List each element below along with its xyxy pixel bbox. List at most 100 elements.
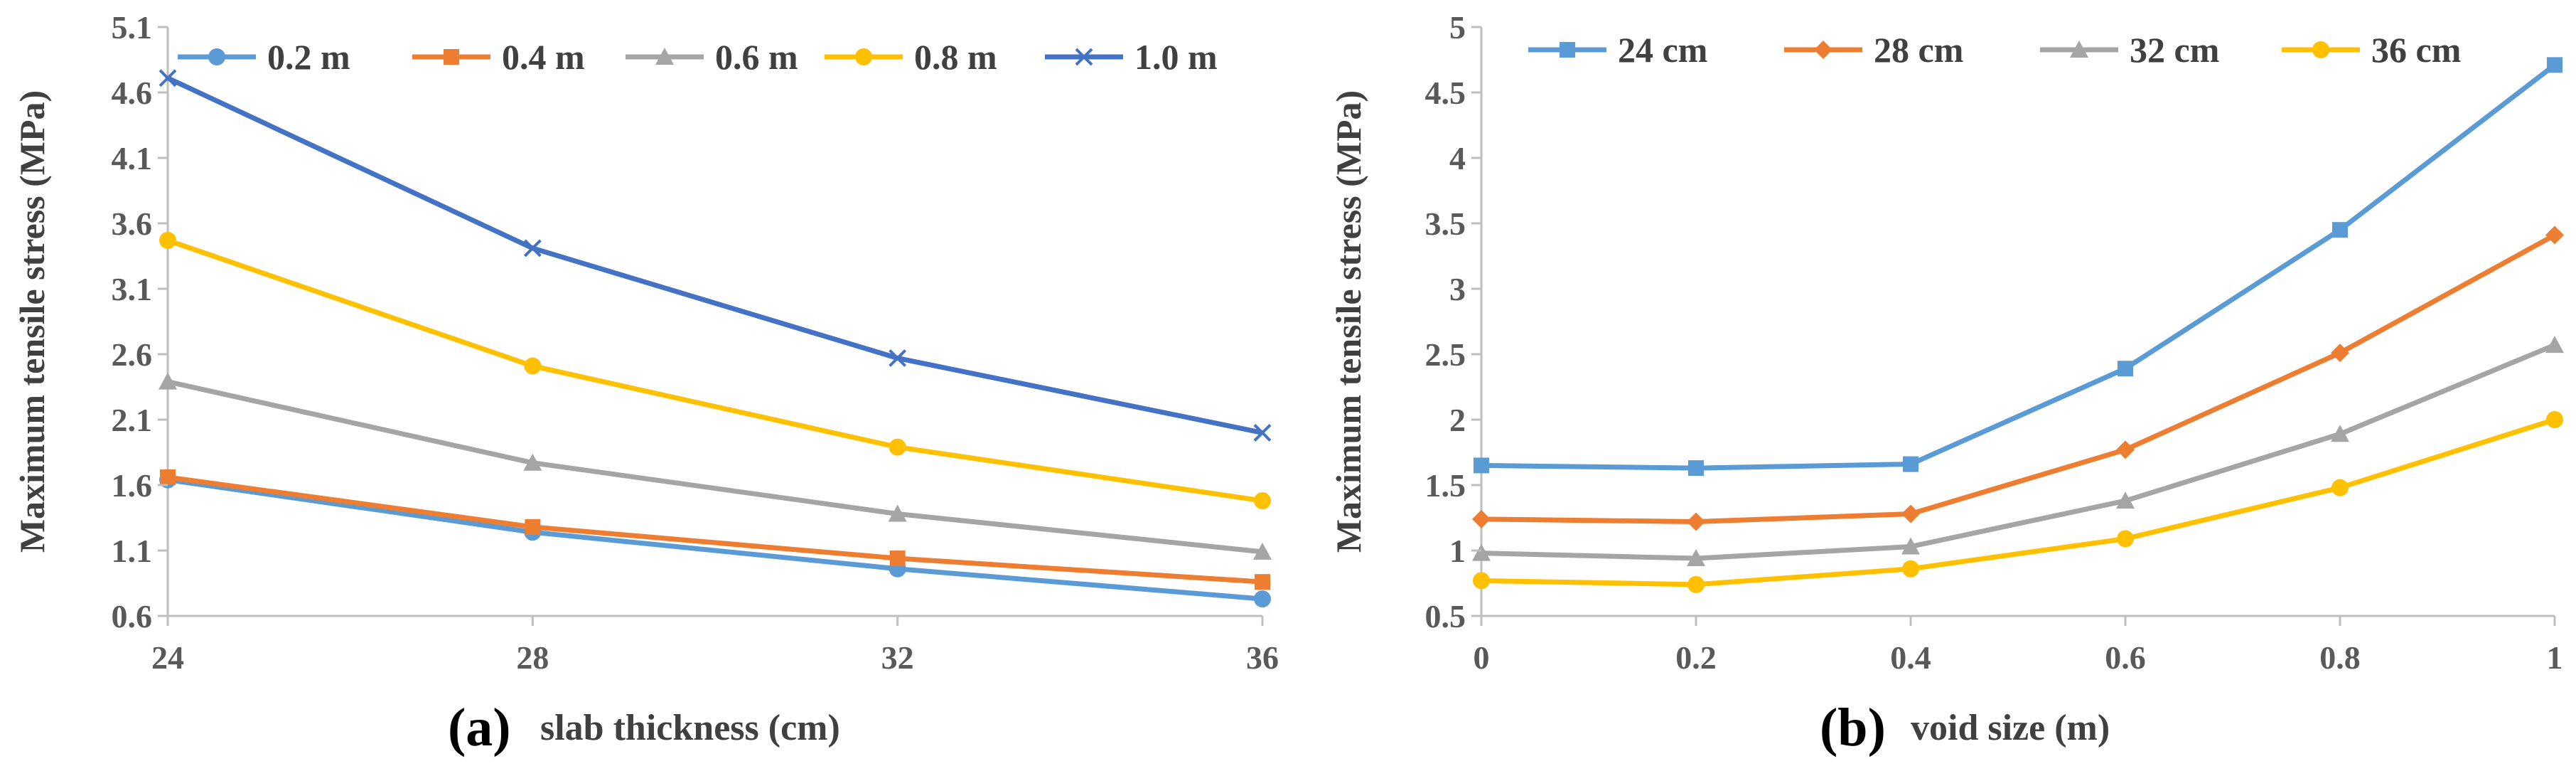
legend-label: 32 cm <box>2130 30 2219 70</box>
data-point <box>1473 572 1490 590</box>
data-point <box>2331 479 2349 496</box>
x-axis-title: slab thickness (cm) <box>540 708 840 748</box>
legend-marker <box>444 49 459 65</box>
series-layer <box>1472 57 2564 593</box>
data-point <box>1253 423 1272 442</box>
y-tick-label: 3 <box>1449 271 1466 307</box>
x-tick-label: 0.2 <box>1675 639 1717 676</box>
data-point <box>1255 574 1270 590</box>
data-point <box>2331 344 2349 363</box>
legend-label: 0.2 m <box>267 37 350 77</box>
data-point <box>2545 225 2564 245</box>
legend-label: 1.0 m <box>1134 37 1218 77</box>
data-point <box>1901 537 1920 555</box>
y-tick-label: 2.5 <box>1425 336 1466 373</box>
y-tick-label: 1.5 <box>1425 467 1466 504</box>
y-tick-label: 4 <box>1449 140 1466 176</box>
series-line <box>167 477 1263 602</box>
data-point <box>889 438 906 456</box>
data-point <box>523 239 542 257</box>
legend: 24 cm 28 cm 32 cm 36 cm <box>1528 30 2461 70</box>
y-tick-label: 2 <box>1449 402 1466 438</box>
data-point <box>2117 530 2134 548</box>
legend-item: 0.4 m <box>412 37 585 77</box>
x-tick-label: 32 <box>881 639 914 676</box>
panel-letter: (a) <box>448 698 511 757</box>
data-point <box>1903 456 1918 472</box>
data-point <box>888 504 907 522</box>
chart-panel-b: 24 cm 28 cm 32 cm 36 cm Maximum tensile str… <box>1329 9 2564 757</box>
legend-item: 36 cm <box>2282 30 2461 70</box>
data-point <box>1474 457 1489 474</box>
series-line <box>1481 63 2557 471</box>
data-point <box>524 357 542 375</box>
panel-letter: (b) <box>1820 698 1886 757</box>
data-point <box>2116 440 2135 459</box>
x-tick-label: 0 <box>1474 639 1490 676</box>
legend-label: 36 cm <box>2371 30 2461 70</box>
legend-marker <box>1814 41 1832 59</box>
data-point <box>1687 575 1705 593</box>
legend-marker <box>2070 41 2088 58</box>
legend-item: 24 cm <box>1528 30 1707 70</box>
legend-marker <box>1075 48 1093 66</box>
x-axis-title: void size (m) <box>1911 708 2110 748</box>
x-tick-label: 0.6 <box>2105 639 2146 676</box>
data-point <box>2118 361 2133 377</box>
data-point <box>159 372 177 390</box>
series-layer <box>159 69 1272 608</box>
series-line <box>1481 342 2556 561</box>
series-0.6-m <box>159 372 1272 560</box>
series-line <box>1481 233 2556 525</box>
legend-item: 1.0 m <box>1045 37 1218 77</box>
y-tick-label: 2.6 <box>112 336 153 373</box>
data-point <box>159 231 176 249</box>
data-point <box>889 551 906 567</box>
data-point <box>2116 491 2135 509</box>
legend-label: 28 cm <box>1874 30 1963 70</box>
data-point <box>1688 460 1704 477</box>
legend-label: 0.4 m <box>502 37 585 77</box>
y-tick-label: 5 <box>1449 9 1466 46</box>
data-point <box>1254 492 1271 510</box>
y-tick-label: 5.1 <box>112 9 153 46</box>
data-point <box>523 453 542 471</box>
legend-marker <box>2312 41 2329 58</box>
y-tick-label: 0.6 <box>112 598 153 634</box>
legend-item: 32 cm <box>2040 30 2219 70</box>
data-point <box>889 349 907 367</box>
data-point <box>160 469 176 485</box>
y-tick-label: 1.1 <box>112 533 153 569</box>
data-point <box>2547 57 2562 73</box>
x-tick-label: 28 <box>516 639 549 676</box>
data-point <box>1472 509 1491 528</box>
series-1.0-m <box>159 69 1272 442</box>
x-tick-label: 0.4 <box>1890 639 1931 676</box>
data-point <box>1901 504 1920 523</box>
series-line <box>166 75 1263 435</box>
data-point <box>1687 512 1705 531</box>
legend-label: 0.6 m <box>715 37 798 77</box>
legend-label: 0.8 m <box>914 37 997 77</box>
y-tick-label: 4.5 <box>1425 75 1466 111</box>
series-line <box>167 474 1263 585</box>
data-point <box>1254 590 1271 608</box>
series-0.8-m <box>159 231 1271 510</box>
x-tick-label: 1 <box>2547 639 2563 676</box>
y-tick-label: 3.6 <box>112 206 153 242</box>
series-line <box>167 379 1263 555</box>
y-tick-label: 4.6 <box>112 75 153 111</box>
y-tick-label: 2.1 <box>112 402 153 438</box>
series-32-cm <box>1472 336 2564 567</box>
data-point <box>159 69 177 87</box>
legend-marker <box>208 48 225 65</box>
legend-item: 0.8 m <box>825 37 997 77</box>
data-point <box>2331 425 2349 442</box>
series-24-cm <box>1474 57 2562 477</box>
y-tick-label: 1 <box>1449 533 1466 569</box>
y-axis-title: Maximum tensile stress (MPa) <box>1329 90 1368 553</box>
data-point <box>2545 336 2564 353</box>
legend: 0.2 m 0.4 m 0.6 m 0.8 m 1.0 m <box>178 37 1218 77</box>
